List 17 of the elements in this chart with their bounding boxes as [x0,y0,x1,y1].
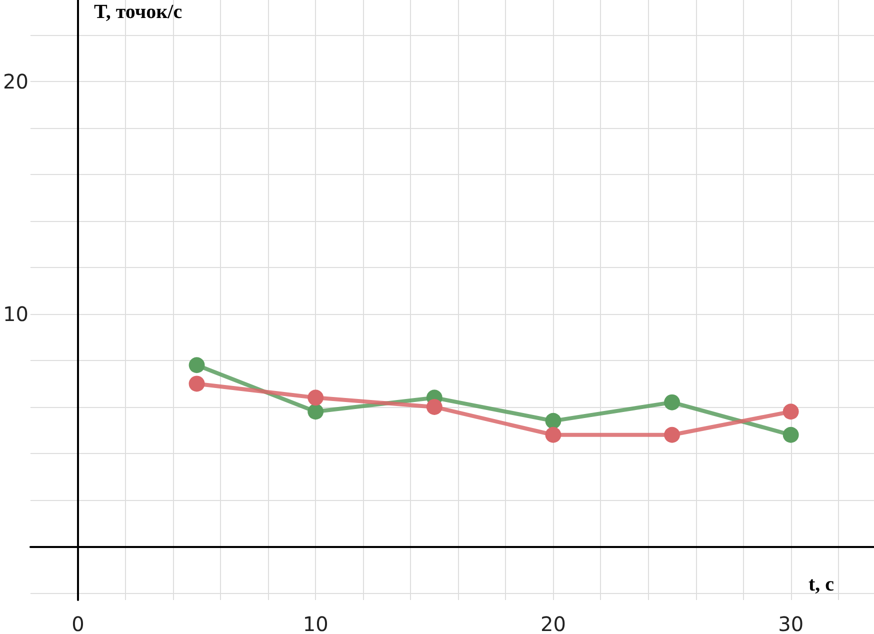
point [308,404,324,420]
point [188,376,205,392]
point [664,426,680,443]
x-tick-label: 20 [540,612,566,634]
x-tick-label: 30 [778,612,804,634]
point [426,398,442,415]
point [545,412,562,429]
y-axis-title: T, точок/с [94,1,182,23]
point [664,394,680,410]
point [188,357,205,374]
point [782,404,799,420]
point [782,426,799,443]
x-tick-label: 10 [302,612,328,634]
point [308,390,324,406]
x-axis-title: t, с [808,574,834,596]
point [545,426,562,443]
x-tick-label: 0 [72,612,84,634]
